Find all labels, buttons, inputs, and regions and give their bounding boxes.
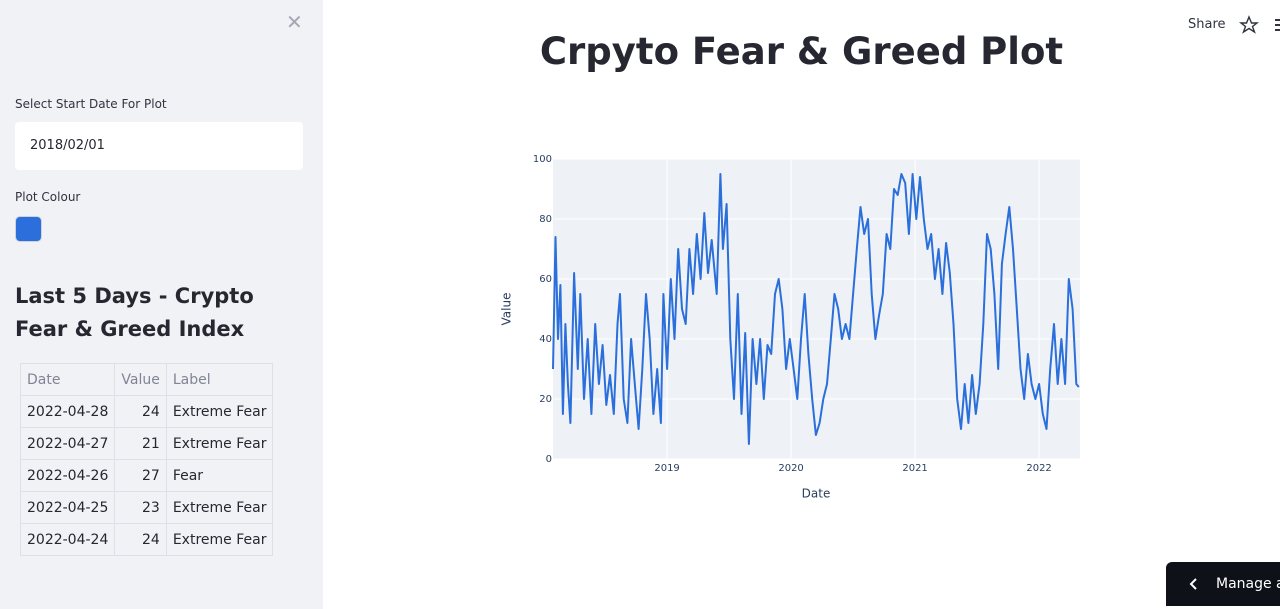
data-table: Date Value Label 2022-04-28 24 Extreme Fear 20… <box>19 363 274 556</box>
date-input[interactable]: 2018/02/01 <box>15 122 303 170</box>
manage-app-label: Manage app <box>1216 576 1280 592</box>
table-row: 2022-04-24 24 Extreme Fear <box>19 523 274 556</box>
table-cell: Extreme Fear <box>165 395 274 428</box>
table-header-cell: Label <box>165 363 274 396</box>
table-row: 2022-04-25 23 Extreme Fear <box>19 491 274 524</box>
chart: Date Value 0 20 40 60 80 100 2019 2020 2021 2022 <box>500 154 1080 501</box>
page-title: Crpyto Fear & Greed Plot <box>539 30 1064 73</box>
y-tick-label: 20 <box>539 394 552 405</box>
y-tick-label: 100 <box>533 154 552 165</box>
table-row: 2022-04-28 24 Extreme Fear <box>19 395 274 428</box>
table-cell: 21 <box>114 427 167 460</box>
y-tick-label: 0 <box>546 454 552 465</box>
data-line <box>552 173 1080 445</box>
y-tick-label: 40 <box>539 334 552 345</box>
close-button[interactable]: ✕ <box>286 10 303 34</box>
y-tick-label: 60 <box>539 274 552 285</box>
x-tick-label: 2020 <box>778 463 803 474</box>
sidebar: ✕ Select Start Date For Plot 2018/02/01 … <box>0 0 323 609</box>
table-cell: Extreme Fear <box>165 427 274 460</box>
table-title: Last 5 Days - Crypto Fear & Greed Index <box>15 284 254 341</box>
table-cell: 2022-04-26 <box>19 459 116 492</box>
table-cell: 23 <box>114 491 167 524</box>
y-tick-label: 80 <box>539 214 552 225</box>
table-cell: 2022-04-25 <box>19 491 116 524</box>
table-header: Date Value Label <box>19 363 274 396</box>
share-button[interactable]: Share <box>1188 17 1226 32</box>
table-row: 2022-04-27 21 Extreme Fear <box>19 427 274 460</box>
table-cell: 2022-04-24 <box>19 523 116 556</box>
table-cell: Fear <box>165 459 274 492</box>
table-row: 2022-04-26 27 Fear <box>19 459 274 492</box>
manage-app-button[interactable]: Manage app <box>1166 562 1280 606</box>
x-tick-label: 2022 <box>1026 463 1051 474</box>
x-tick-label: 2019 <box>654 463 679 474</box>
table-header-cell: Date <box>19 363 116 396</box>
table-cell: Extreme Fear <box>165 523 274 556</box>
x-tick-label: 2021 <box>902 463 927 474</box>
colour-label: Plot Colour <box>15 190 81 204</box>
x-axis-title: Date <box>802 487 831 501</box>
date-label: Select Start Date For Plot <box>15 97 167 111</box>
y-axis-title: Value <box>500 293 514 326</box>
table-cell: 24 <box>114 523 167 556</box>
table-cell: 2022-04-28 <box>19 395 116 428</box>
table-header-cell: Value <box>114 363 167 396</box>
colour-picker[interactable] <box>15 216 42 242</box>
table-cell: Extreme Fear <box>165 491 274 524</box>
